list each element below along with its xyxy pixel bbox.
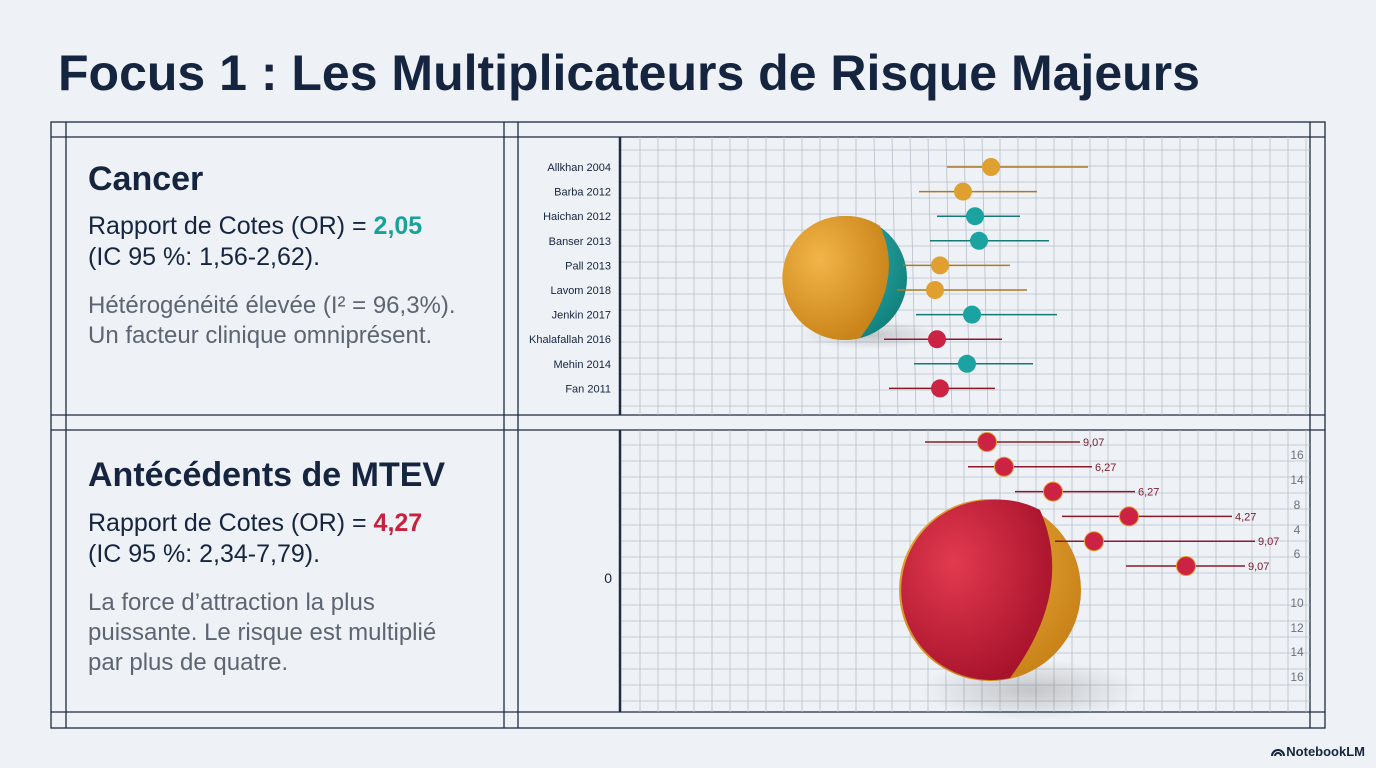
note: La force d’attraction la plus (88, 589, 375, 616)
point-label: 9,07 (1083, 437, 1104, 449)
row-label: Banser 2013 (549, 236, 611, 248)
or-prefix: Rapport de Cotes (OR) = (88, 212, 374, 240)
note: Hétérogénéité élevée (I² = 96,3%). (88, 292, 456, 319)
ci: (IC 95 %: 1,56-2,62). (88, 243, 320, 271)
odds-ratio: Rapport de Cotes (OR) = 2,05 (88, 212, 422, 240)
point (931, 379, 949, 398)
point (1119, 506, 1139, 527)
heading: Cancer (88, 160, 203, 198)
or-prefix: Rapport de Cotes (OR) = (88, 509, 374, 537)
frame (50, 121, 1326, 729)
tick-label: 4 (1294, 523, 1301, 537)
tick-label: 6 (1294, 547, 1301, 561)
point-label: 6,27 (1138, 487, 1159, 499)
point (963, 305, 981, 324)
grid (620, 136, 1310, 712)
point (970, 231, 988, 250)
title: Focus 1 : Les Multiplicateurs de Risque … (58, 45, 1200, 101)
tick-label: 16 (1290, 670, 1304, 684)
tick-label: 14 (1290, 473, 1304, 487)
point-label: 9,07 (1258, 536, 1279, 548)
or-value: 4,27 (374, 509, 423, 537)
odds-ratio: Rapport de Cotes (OR) = 4,27 (88, 509, 422, 537)
tick-label: 10 (1290, 596, 1304, 610)
point (982, 158, 1000, 176)
point (966, 207, 984, 226)
row-label: Barba 2012 (554, 187, 611, 199)
axis-label: 0 (604, 570, 612, 586)
note: par plus de quatre. (88, 649, 288, 676)
point (977, 432, 997, 452)
note: puissante. Le risque est multiplié (88, 619, 436, 646)
point (994, 456, 1014, 477)
tick-label: 16 (1290, 448, 1304, 462)
row-label: Pall 2013 (565, 260, 611, 272)
note: Un facteur clinique omniprésent. (88, 322, 432, 349)
grid-line (963, 136, 971, 416)
brand: NotebookLM (1286, 744, 1365, 759)
point (931, 256, 949, 275)
grid-line (909, 136, 917, 416)
point (928, 330, 946, 349)
point-label: 9,07 (1248, 561, 1269, 573)
row-label: Lavom 2018 (550, 285, 611, 297)
heading: Antécédents de MTEV (88, 456, 445, 494)
row-label: Jenkin 2017 (552, 310, 611, 322)
grid-line (945, 136, 953, 416)
point (958, 354, 976, 373)
point (1176, 556, 1196, 576)
row-label: Mehin 2014 (554, 359, 612, 371)
point-label: 4,27 (1235, 511, 1256, 523)
tick-label: 8 (1294, 498, 1301, 512)
or-value: 2,05 (374, 212, 423, 240)
tick-label: 14 (1290, 645, 1304, 659)
point (1043, 481, 1063, 502)
row-label: Haichan 2012 (543, 211, 611, 223)
tick-label: 12 (1290, 621, 1304, 635)
point (1084, 531, 1104, 552)
sphere (782, 215, 1140, 720)
row-label: Fan 2011 (565, 383, 611, 395)
ci: (IC 95 %: 2,34-7,79). (88, 540, 320, 568)
grid-line (927, 136, 935, 416)
row-label: Khalafallah 2016 (529, 334, 611, 346)
grid-line (981, 136, 989, 416)
row-label: Allkhan 2004 (547, 162, 611, 174)
point-label: 6,27 (1095, 462, 1116, 474)
point (954, 182, 972, 201)
point (926, 281, 944, 299)
brand-icon (1271, 749, 1285, 757)
